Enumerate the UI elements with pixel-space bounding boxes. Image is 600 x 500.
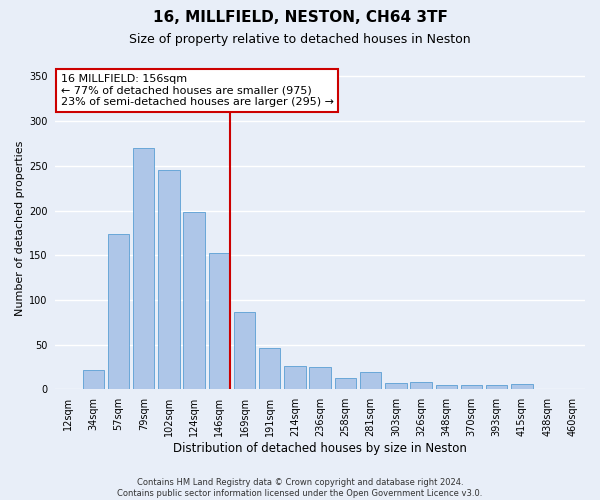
Bar <box>536 388 558 390</box>
Bar <box>234 312 255 390</box>
Bar <box>360 372 382 390</box>
Text: 16 MILLFIELD: 156sqm
← 77% of detached houses are smaller (975)
23% of semi-deta: 16 MILLFIELD: 156sqm ← 77% of detached h… <box>61 74 334 107</box>
Text: Size of property relative to detached houses in Neston: Size of property relative to detached ho… <box>129 32 471 46</box>
Bar <box>562 388 583 390</box>
Bar <box>209 252 230 390</box>
Bar <box>461 385 482 390</box>
Text: 16, MILLFIELD, NESTON, CH64 3TF: 16, MILLFIELD, NESTON, CH64 3TF <box>152 10 448 25</box>
Bar <box>486 385 508 390</box>
Bar <box>385 383 407 390</box>
Y-axis label: Number of detached properties: Number of detached properties <box>15 141 25 316</box>
Bar <box>410 382 432 390</box>
Text: Contains HM Land Registry data © Crown copyright and database right 2024.
Contai: Contains HM Land Registry data © Crown c… <box>118 478 482 498</box>
Bar <box>158 170 179 390</box>
Bar <box>83 370 104 390</box>
Bar <box>335 378 356 390</box>
Bar <box>259 348 280 390</box>
Bar <box>284 366 306 390</box>
Bar <box>58 388 79 390</box>
Bar <box>108 234 129 390</box>
X-axis label: Distribution of detached houses by size in Neston: Distribution of detached houses by size … <box>173 442 467 455</box>
Bar <box>184 212 205 390</box>
Bar <box>133 148 154 390</box>
Bar <box>436 385 457 390</box>
Bar <box>310 367 331 390</box>
Bar <box>511 384 533 390</box>
